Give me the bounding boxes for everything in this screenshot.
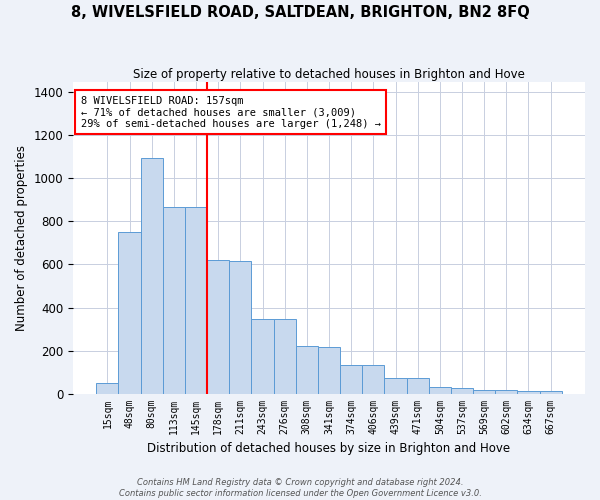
X-axis label: Distribution of detached houses by size in Brighton and Hove: Distribution of detached houses by size … <box>148 442 511 455</box>
Bar <box>251 320 274 394</box>
Bar <box>517 392 539 394</box>
Bar <box>385 378 407 394</box>
Bar <box>318 348 340 394</box>
Bar <box>340 364 362 394</box>
Text: 8 WIVELSFIELD ROAD: 157sqm
← 71% of detached houses are smaller (3,009)
29% of s: 8 WIVELSFIELD ROAD: 157sqm ← 71% of deta… <box>81 96 381 129</box>
Bar <box>229 262 251 394</box>
Bar <box>207 260 229 394</box>
Bar <box>163 208 185 394</box>
Bar <box>118 232 140 394</box>
Bar <box>473 390 495 394</box>
Title: Size of property relative to detached houses in Brighton and Hove: Size of property relative to detached ho… <box>133 68 525 80</box>
Bar <box>451 388 473 394</box>
Bar <box>429 387 451 394</box>
Bar <box>140 158 163 394</box>
Bar <box>539 392 562 394</box>
Bar <box>495 390 517 394</box>
Y-axis label: Number of detached properties: Number of detached properties <box>15 144 28 330</box>
Bar <box>185 208 207 394</box>
Text: Contains HM Land Registry data © Crown copyright and database right 2024.
Contai: Contains HM Land Registry data © Crown c… <box>119 478 481 498</box>
Text: 8, WIVELSFIELD ROAD, SALTDEAN, BRIGHTON, BN2 8FQ: 8, WIVELSFIELD ROAD, SALTDEAN, BRIGHTON,… <box>71 5 529 20</box>
Bar <box>274 320 296 394</box>
Bar <box>362 364 385 394</box>
Bar <box>96 383 118 394</box>
Bar <box>407 378 429 394</box>
Bar <box>296 346 318 394</box>
